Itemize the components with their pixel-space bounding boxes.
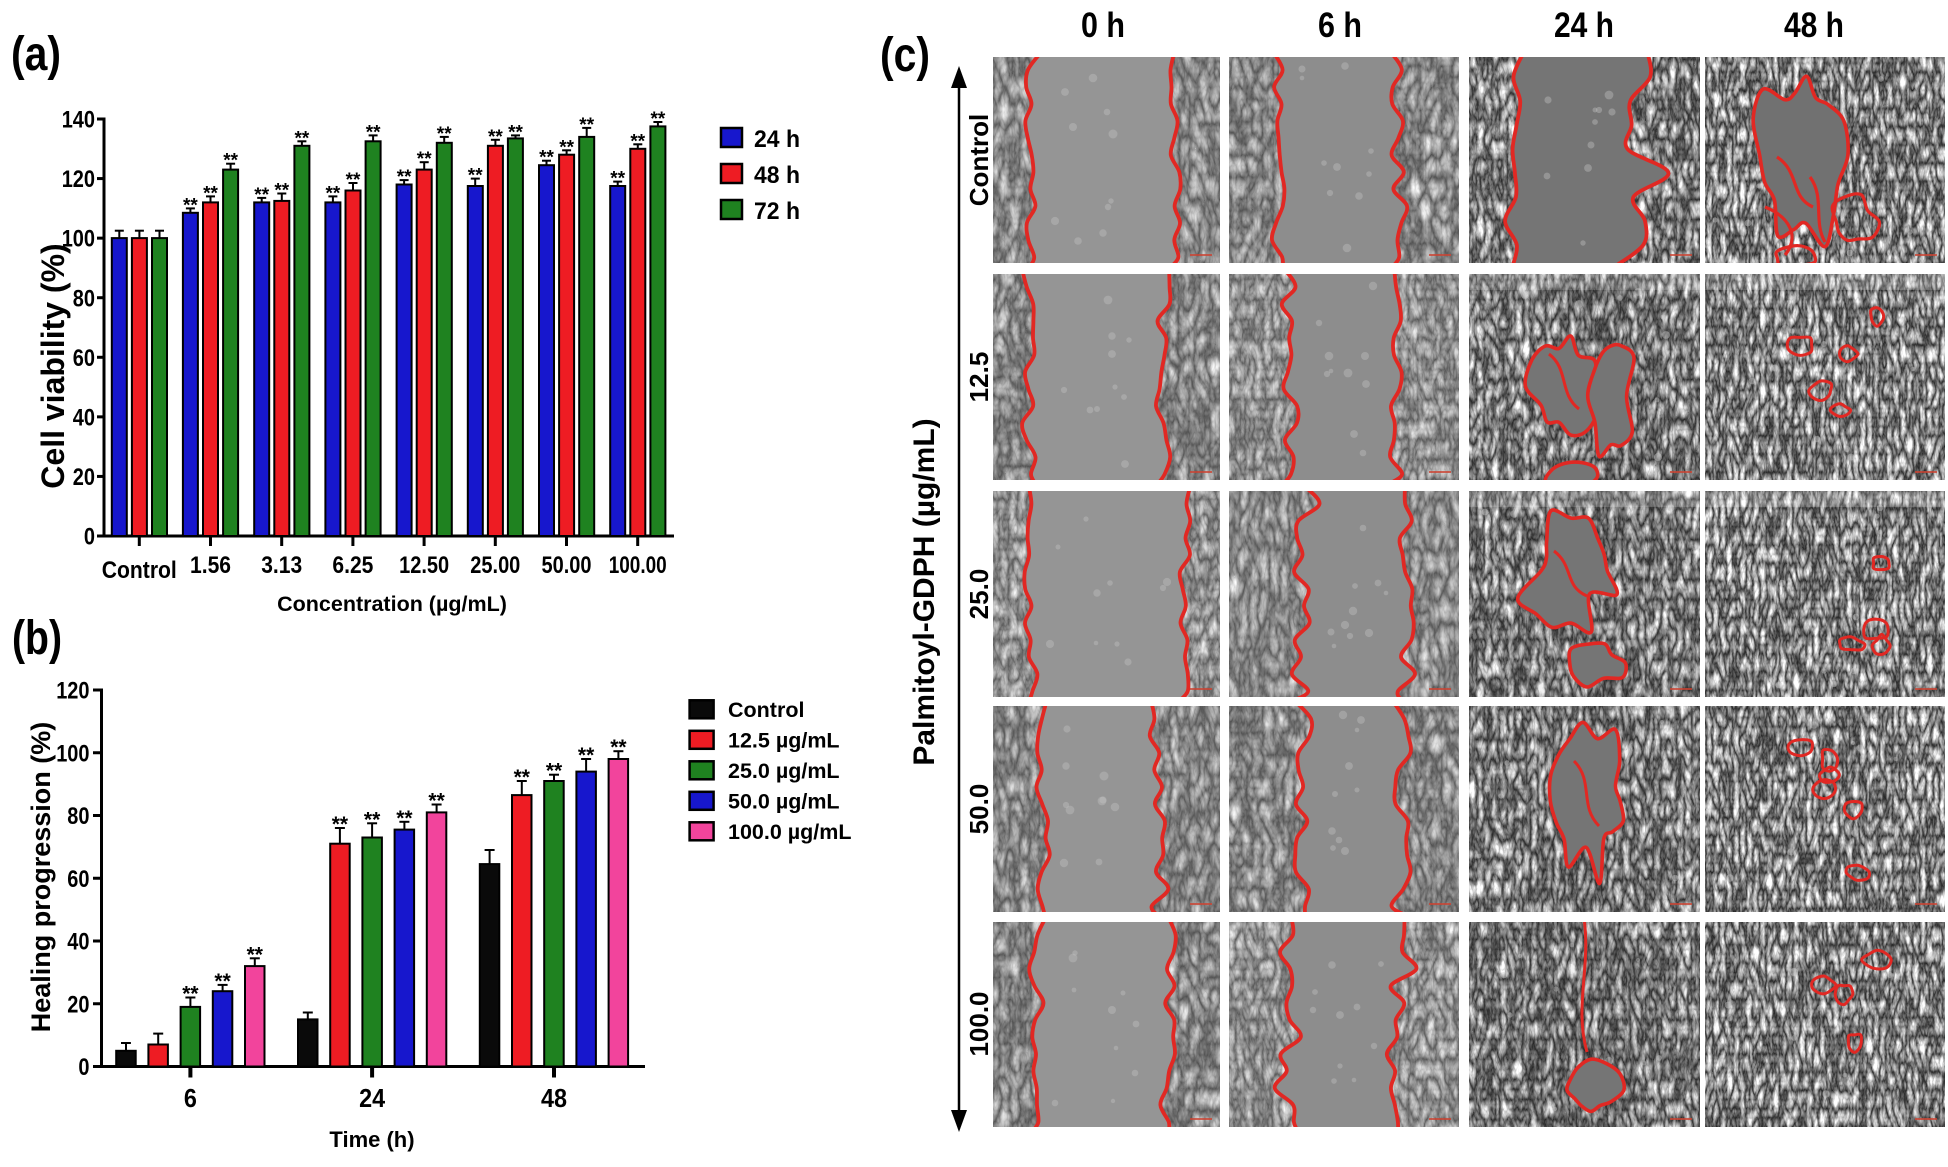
svg-text:**: ** bbox=[579, 115, 594, 136]
svg-text:Concentration (µg/mL): Concentration (µg/mL) bbox=[277, 592, 507, 616]
svg-text:**: ** bbox=[366, 122, 381, 143]
svg-text:3.13: 3.13 bbox=[261, 552, 302, 579]
svg-text:**: ** bbox=[539, 148, 554, 169]
svg-text:**: ** bbox=[364, 808, 381, 831]
svg-text:0: 0 bbox=[84, 524, 95, 551]
svg-text:24 h: 24 h bbox=[1554, 6, 1614, 45]
svg-text:80: 80 bbox=[67, 803, 89, 830]
svg-text:**: ** bbox=[183, 195, 198, 216]
svg-text:25.00: 25.00 bbox=[470, 552, 520, 579]
svg-text:72 h: 72 h bbox=[754, 198, 800, 225]
svg-text:Control: Control bbox=[102, 557, 177, 584]
svg-text:**: ** bbox=[468, 166, 483, 187]
svg-text:**: ** bbox=[651, 109, 666, 130]
svg-text:100.0 µg/mL: 100.0 µg/mL bbox=[728, 820, 852, 844]
svg-text:25.0: 25.0 bbox=[964, 569, 994, 620]
svg-text:**: ** bbox=[508, 122, 523, 143]
svg-text:**: ** bbox=[488, 127, 503, 148]
svg-text:**: ** bbox=[417, 149, 432, 170]
svg-text:24: 24 bbox=[359, 1083, 385, 1113]
svg-text:**: ** bbox=[428, 790, 445, 813]
svg-text:50.0: 50.0 bbox=[964, 784, 994, 835]
svg-text:12.5 µg/mL: 12.5 µg/mL bbox=[728, 728, 840, 752]
svg-text:**: ** bbox=[396, 807, 413, 830]
svg-text:50.0 µg/mL: 50.0 µg/mL bbox=[728, 789, 840, 813]
svg-text:**: ** bbox=[630, 131, 645, 152]
svg-text:**: ** bbox=[610, 169, 625, 190]
svg-text:40: 40 bbox=[67, 929, 89, 956]
svg-text:120: 120 bbox=[62, 166, 95, 193]
svg-text:(b): (b) bbox=[12, 612, 62, 665]
svg-text:**: ** bbox=[223, 151, 238, 172]
svg-text:20: 20 bbox=[73, 464, 95, 491]
svg-text:**: ** bbox=[514, 766, 531, 789]
svg-text:**: ** bbox=[346, 170, 361, 191]
svg-text:Time (h): Time (h) bbox=[329, 1127, 414, 1152]
svg-text:Healing progression (%): Healing progression (%) bbox=[26, 722, 56, 1033]
svg-text:0 h: 0 h bbox=[1081, 6, 1125, 45]
svg-text:**: ** bbox=[203, 183, 218, 204]
svg-text:**: ** bbox=[326, 183, 341, 204]
svg-text:12.5: 12.5 bbox=[964, 352, 994, 403]
svg-text:80: 80 bbox=[73, 285, 95, 312]
svg-text:12.50: 12.50 bbox=[399, 552, 449, 579]
svg-text:48: 48 bbox=[541, 1083, 567, 1113]
svg-text:Control: Control bbox=[964, 114, 994, 206]
svg-text:6: 6 bbox=[184, 1083, 197, 1113]
svg-text:25.0 µg/mL: 25.0 µg/mL bbox=[728, 759, 840, 783]
svg-text:120: 120 bbox=[56, 678, 89, 705]
svg-text:40: 40 bbox=[73, 405, 95, 432]
svg-text:**: ** bbox=[332, 813, 349, 836]
svg-text:**: ** bbox=[397, 167, 412, 188]
svg-text:0: 0 bbox=[78, 1054, 89, 1081]
svg-text:**: ** bbox=[247, 943, 264, 966]
svg-text:(c): (c) bbox=[880, 29, 930, 82]
svg-text:60: 60 bbox=[73, 345, 95, 372]
svg-text:60: 60 bbox=[67, 866, 89, 893]
svg-text:48 h: 48 h bbox=[1784, 6, 1844, 45]
svg-text:(a): (a) bbox=[11, 28, 61, 81]
svg-text:Control: Control bbox=[728, 698, 804, 722]
svg-text:100: 100 bbox=[62, 226, 95, 253]
svg-text:100.0: 100.0 bbox=[964, 991, 994, 1056]
svg-text:**: ** bbox=[295, 128, 310, 149]
svg-text:**: ** bbox=[437, 124, 452, 145]
svg-text:20: 20 bbox=[67, 991, 89, 1018]
svg-text:**: ** bbox=[559, 137, 574, 158]
svg-text:**: ** bbox=[214, 970, 231, 993]
svg-text:**: ** bbox=[254, 185, 269, 206]
svg-text:**: ** bbox=[610, 736, 627, 759]
svg-text:100.00: 100.00 bbox=[609, 552, 667, 579]
svg-text:Palmitoyl-GDPH (µg/mL): Palmitoyl-GDPH (µg/mL) bbox=[908, 418, 941, 765]
svg-text:**: ** bbox=[546, 760, 563, 783]
svg-text:**: ** bbox=[274, 181, 289, 202]
svg-text:**: ** bbox=[578, 744, 595, 767]
svg-text:24 h: 24 h bbox=[754, 126, 800, 153]
svg-text:6 h: 6 h bbox=[1318, 6, 1362, 45]
svg-text:**: ** bbox=[182, 983, 199, 1006]
svg-text:48 h: 48 h bbox=[754, 162, 800, 189]
svg-text:6.25: 6.25 bbox=[332, 552, 373, 579]
svg-text:Cell viability (%): Cell viability (%) bbox=[35, 243, 71, 488]
svg-text:100: 100 bbox=[56, 740, 89, 767]
svg-text:140: 140 bbox=[62, 107, 95, 134]
svg-text:1.56: 1.56 bbox=[190, 552, 231, 579]
svg-text:50.00: 50.00 bbox=[542, 552, 592, 579]
